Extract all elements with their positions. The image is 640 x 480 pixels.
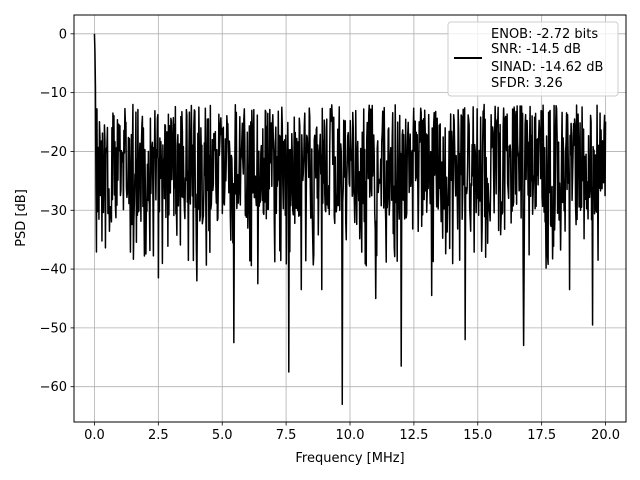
- y-tick-label: −10: [40, 86, 67, 101]
- x-tick-label: 12.5: [399, 428, 428, 443]
- y-tick-label: −50: [40, 321, 67, 336]
- y-tick-label: −30: [40, 204, 67, 219]
- legend-line-enob: ENOB: -2.72 bits: [491, 27, 598, 42]
- x-tick-label: 20.0: [591, 428, 620, 443]
- legend-line-snr: SNR: -14.5 dB: [491, 42, 581, 57]
- legend-box: [447, 21, 619, 97]
- legend-line-sfdr: SFDR: 3.26: [491, 76, 563, 91]
- legend-line-sinad: SINAD: -14.62 dB: [491, 60, 603, 75]
- legend: ENOB: -2.72 bits SNR: -14.5 dB SINAD: -1…: [447, 21, 619, 97]
- y-axis-label: PSD [dB]: [14, 189, 29, 247]
- x-tick-label: 7.5: [276, 428, 297, 443]
- y-tick-label: −20: [40, 145, 67, 160]
- y-tick-label: −60: [40, 380, 67, 395]
- x-tick-label: 2.5: [148, 428, 169, 443]
- x-tick-label: 0.0: [84, 428, 105, 443]
- psd-series-line: [93, 33, 607, 406]
- x-axis-label: Frequency [MHz]: [295, 451, 404, 466]
- x-tick-label: 10.0: [336, 428, 365, 443]
- ticks: 0.0 2.5 5.0 7.5 10.0 12.5 15.0 17.5 20.0 0 −10 −20 −…: [40, 27, 620, 443]
- plot-area: [93, 33, 607, 406]
- x-tick-label: 17.5: [527, 428, 556, 443]
- x-tick-label: 15.0: [463, 428, 492, 443]
- y-tick-label: 0: [59, 27, 67, 42]
- x-tick-label: 5.0: [212, 428, 233, 443]
- y-tick-label: −40: [40, 263, 67, 278]
